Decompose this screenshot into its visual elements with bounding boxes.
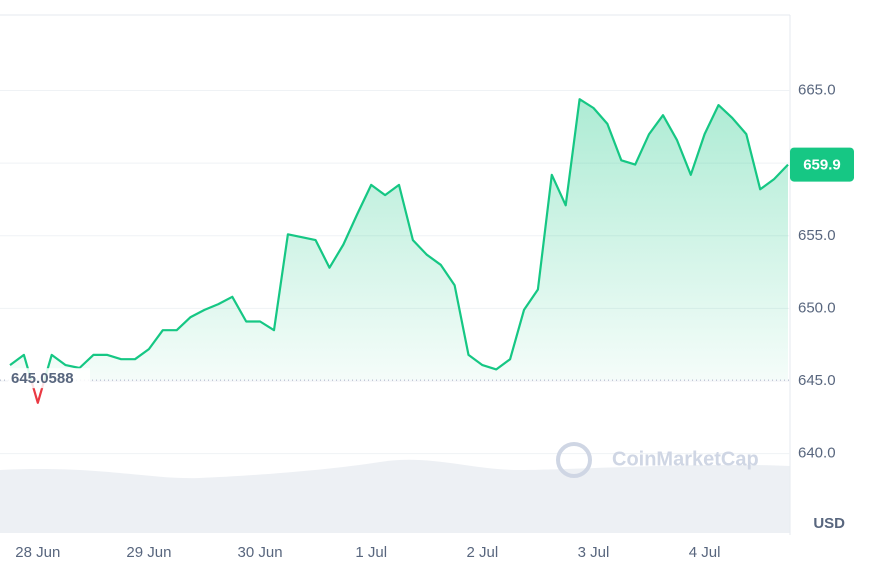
watermark-logo — [556, 442, 592, 478]
x-tick-label: 4 Jul — [689, 544, 721, 561]
y-tick-label: 640.0 — [798, 445, 836, 462]
volume-area — [0, 459, 790, 533]
y-tick-label: 655.0 — [798, 227, 836, 244]
current-price-bg — [790, 147, 854, 182]
x-tick-label: 2 Jul — [467, 544, 499, 561]
current-price-label: 659.9 — [803, 157, 841, 174]
x-tick-label: 28 Jun — [15, 544, 60, 561]
baseline-label-bg — [8, 368, 90, 389]
x-tick-label: 1 Jul — [355, 544, 387, 561]
y-tick-label: 650.0 — [798, 299, 836, 316]
baseline-label: 645.0588 — [11, 370, 74, 387]
watermark: CoinMarketCap — [612, 448, 759, 470]
area — [10, 99, 788, 381]
y-axis-label: USD — [813, 515, 845, 532]
x-tick-label: 30 Jun — [238, 544, 283, 561]
y-tick-label: 665.0 — [798, 81, 836, 98]
x-tick-label: 3 Jul — [578, 544, 610, 561]
price-line — [9, 98, 789, 381]
x-tick-label: 29 Jun — [126, 544, 171, 561]
y-tick-label: 645.0 — [798, 372, 836, 389]
